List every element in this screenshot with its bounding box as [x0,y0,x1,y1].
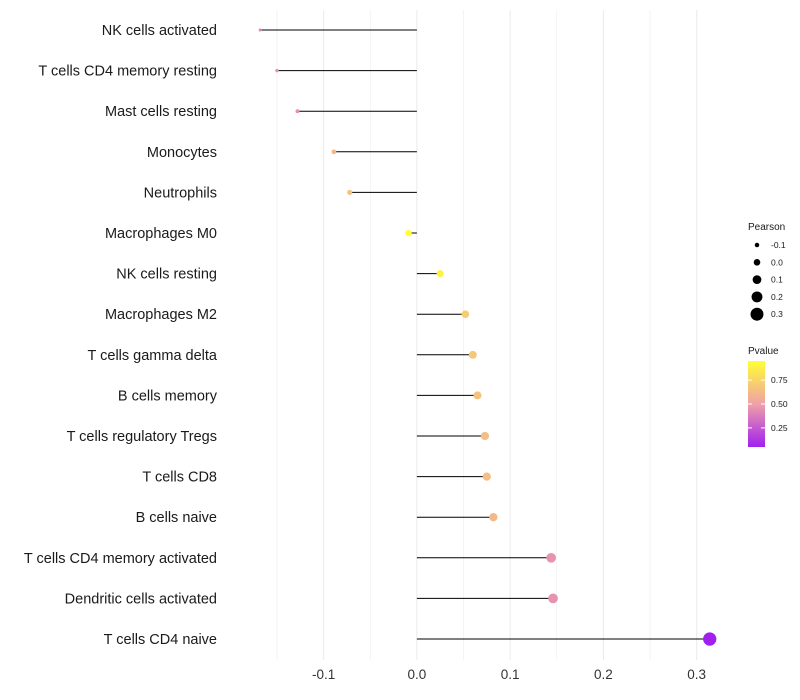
lollipop-point [703,632,717,646]
category-label: T cells regulatory Tregs [67,429,217,445]
size-legend-label: 0.0 [771,257,783,267]
category-label: B cells naive [136,510,217,526]
pearson-size-legend: Pearson -0.1 0.0 0.1 0.2 0.3 [748,222,786,321]
category-label: Mast cells resting [105,104,217,120]
size-legend-key [754,242,760,248]
size-legend-key [751,291,763,303]
segments [260,29,710,640]
lollipop-point [331,149,337,155]
grid-lines [276,10,698,660]
lollipop-point [473,391,482,400]
category-label: T cells CD4 naive [104,632,217,648]
size-legend-key [750,307,764,321]
x-tick-label: -0.1 [312,667,335,682]
category-label: B cells memory [118,388,218,404]
category-label: NK cells activated [102,23,217,39]
lollipop-point [546,552,557,563]
lollipop-point [461,310,470,319]
x-tick-label: 0.3 [687,667,706,682]
size-legend-label: -0.1 [771,240,786,250]
x-tick-labels: -0.1 0.0 0.1 0.2 0.3 [312,667,706,682]
size-legend-title: Pearson [748,222,785,233]
lollipop-point [468,350,477,359]
category-label: Macrophages M0 [105,226,217,242]
category-label: Monocytes [147,145,217,161]
color-legend-label: 0.75 [771,375,788,385]
category-labels: NK cells activated T cells CD4 memory res… [24,23,218,648]
lollipop-point [258,28,262,32]
lollipop-point [489,513,498,522]
category-label: T cells CD8 [142,470,217,486]
color-legend-title: Pvalue [748,346,779,357]
colorbar [748,361,765,447]
color-legend-label: 0.50 [771,399,788,409]
x-tick-label: 0.0 [407,667,426,682]
size-legend-label: 0.1 [771,275,783,285]
points [258,28,717,646]
category-label: T cells CD4 memory resting [38,64,217,80]
lollipop-point [482,472,491,481]
category-label: Macrophages M2 [105,307,217,323]
color-legend-label: 0.25 [771,423,788,433]
size-legend-label: 0.3 [771,309,783,319]
category-label: NK cells resting [116,267,217,283]
lollipop-point [480,431,490,441]
lollipop-point [548,593,558,604]
category-label: Dendritic cells activated [65,591,217,607]
category-label: Neutrophils [144,185,217,201]
lollipop-point [405,229,412,237]
lollipop-point [295,109,300,114]
lollipop-point [347,189,353,195]
category-label: T cells gamma delta [88,348,218,364]
size-legend-key [752,275,762,284]
x-tick-label: 0.2 [594,667,613,682]
lollipop-point [436,270,444,278]
size-legend-key [753,259,761,266]
pvalue-color-legend: Pvalue 0.75 0.50 0.25 [748,346,788,447]
lollipop-point [275,68,279,73]
size-legend-label: 0.2 [771,292,783,302]
x-tick-label: 0.1 [501,667,520,682]
category-label: T cells CD4 memory activated [24,551,217,567]
